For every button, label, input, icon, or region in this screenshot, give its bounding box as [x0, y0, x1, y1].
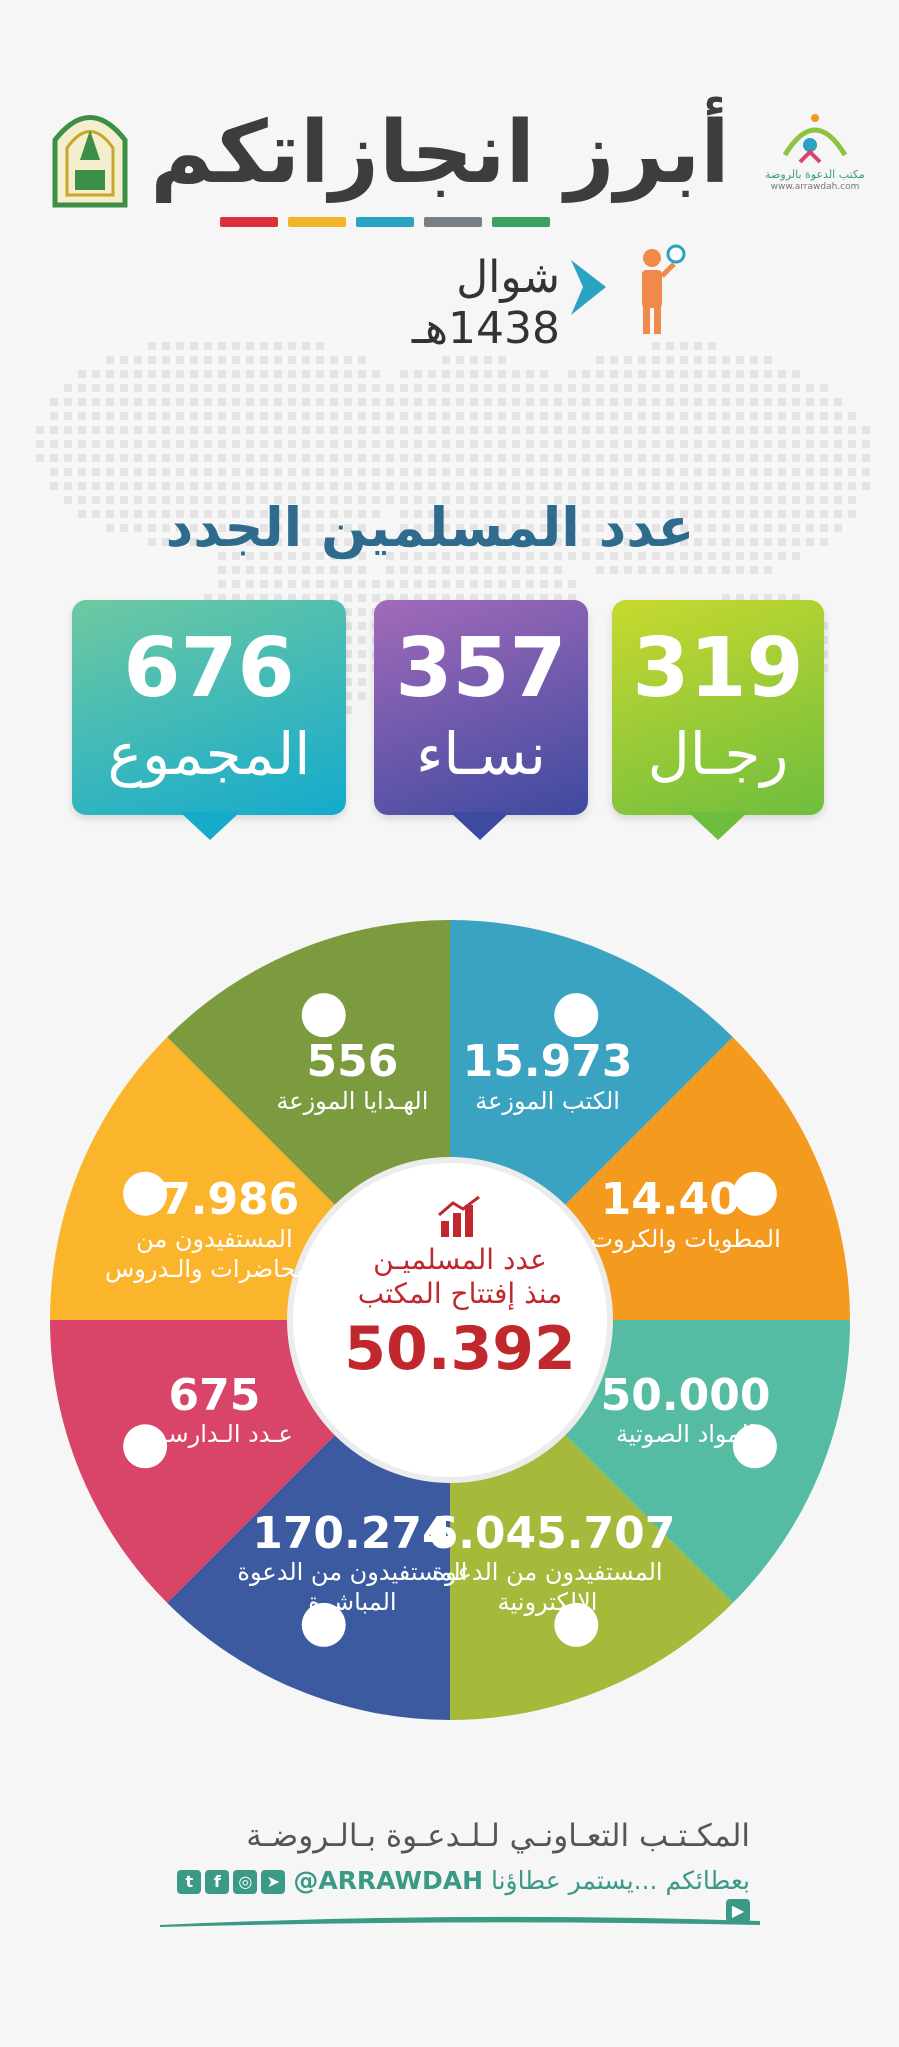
pie-text-0: الكتب الموزعة	[475, 1086, 620, 1115]
ministry-emblem	[52, 115, 128, 208]
women-label: نسـاء	[416, 720, 546, 788]
pie-label-4: 170.274 المستفيدون من الدعوة المباشرة	[232, 1507, 472, 1617]
pie-value-7: 556	[306, 1036, 399, 1088]
pie-label-2: 50.000 المواد الصوتية	[566, 1369, 806, 1449]
pie-text-3: المستفيدون من الدعوة الإلكترونية	[432, 1557, 663, 1616]
facebook-icon[interactable]: f	[205, 1870, 230, 1894]
men-value: 319	[632, 621, 804, 716]
chat-icon	[301, 1602, 346, 1647]
pie-value-2: 50.000	[600, 1369, 771, 1421]
pie-text-1: المطويات والكروت	[590, 1224, 781, 1253]
graduation-cap-icon	[123, 1424, 168, 1469]
women-value: 357	[395, 621, 567, 716]
total-value: 676	[123, 621, 295, 716]
pie-label-0: 15.973 الكتب الموزعة	[428, 1039, 668, 1115]
stripe-4	[492, 217, 550, 227]
arrow-icon	[571, 260, 606, 315]
youtube-icon[interactable]: ▶	[726, 1899, 750, 1923]
color-stripes	[220, 217, 550, 227]
pie-label-3: 6.045.707 المستفيدون من الدعوة الإلكتروني…	[427, 1507, 676, 1617]
office-logo	[782, 114, 848, 164]
date-label: شوال 1438هـ	[411, 252, 560, 354]
org-name: المكـتـب التعـاونـي لـلـدعـوة بـالـروضـة	[246, 1818, 750, 1854]
pie-text-5: عـدد الـدارسـين	[136, 1419, 293, 1448]
twitter-handle[interactable]: @ARRAWDAH	[293, 1866, 484, 1895]
pie-label-1: 14.400 المطويات والكروت	[566, 1177, 806, 1253]
pie-text-4: المستفيدون من الدعوة المباشرة	[237, 1557, 468, 1616]
pie-value-1: 14.400	[600, 1174, 771, 1226]
office-logo-url: www.arrawdah.com	[770, 182, 860, 192]
office-logo-text: مكتب الدعوة بالروضة	[765, 168, 865, 181]
stripe-3	[424, 217, 482, 227]
total-label: المجموع	[107, 720, 311, 788]
pie-center: عدد المسلميـن منذ إفتتاح المكتب 50.392	[325, 1195, 595, 1388]
growth-chart-icon	[438, 1195, 480, 1237]
telegram-icon[interactable]: ➤	[261, 1870, 286, 1894]
achievements-pie	[50, 920, 850, 1720]
pie-value-4: 170.274	[252, 1507, 453, 1559]
document-icon	[732, 1171, 777, 1216]
pie-text-6: المستفيدون من المحاضرات والـدروس	[104, 1224, 324, 1283]
stripe-1	[288, 217, 346, 227]
women-card: 357 نسـاء	[374, 600, 588, 815]
globe-icon	[554, 1602, 599, 1647]
page-title: أبرز انجازاتكم	[150, 103, 730, 203]
book-icon	[554, 993, 599, 1038]
stripe-0	[220, 217, 278, 227]
board-icon	[123, 1171, 168, 1216]
gift-icon	[301, 993, 346, 1038]
pie-value-5: 675	[168, 1369, 261, 1421]
footer-slogan-row: بعطائكم ...يستمر عطاؤنا @ARRAWDAH ➤◎ft ▶	[160, 1866, 750, 1924]
pie-label-6: 87.986 المستفيدون من المحاضرات والـدروس	[94, 1177, 334, 1283]
pie-text-7: الهـدايا الموزعة	[276, 1086, 429, 1115]
pie-center-circle	[287, 1157, 613, 1483]
pie-label-5: 675 عـدد الـدارسـين	[94, 1369, 334, 1449]
new-muslims-title: عدد المسلمين الجدد	[165, 496, 695, 559]
stripe-2	[356, 217, 414, 227]
footer-underline	[160, 1916, 760, 1927]
pie-value-0: 15.973	[462, 1036, 633, 1088]
center-label-1: عدد المسلميـن	[373, 1243, 547, 1276]
instagram-icon[interactable]: ◎	[233, 1870, 258, 1894]
person-idea-icon	[642, 244, 686, 334]
slogan: بعطائكم ...يستمر عطاؤنا	[490, 1866, 750, 1895]
pie-label-7: 556 الهـدايا الموزعة	[232, 1039, 472, 1115]
computer-icon	[732, 1424, 777, 1469]
pie-value-6: 87.986	[129, 1174, 300, 1226]
women-card-pointer	[450, 812, 510, 840]
twitter-icon[interactable]: t	[177, 1870, 202, 1894]
pie-value-3: 6.045.707	[427, 1507, 676, 1559]
center-value: 50.392	[344, 1314, 576, 1385]
men-card-pointer	[688, 812, 748, 840]
total-card: 676 المجموع	[72, 600, 346, 815]
pie-text-2: المواد الصوتية	[615, 1419, 756, 1448]
world-map-background	[36, 342, 870, 742]
center-label-2: منذ إفتتاح المكتب	[357, 1276, 563, 1310]
total-card-pointer	[180, 812, 240, 840]
men-label: رجـال	[647, 720, 789, 788]
men-card: 319 رجـال	[612, 600, 824, 815]
